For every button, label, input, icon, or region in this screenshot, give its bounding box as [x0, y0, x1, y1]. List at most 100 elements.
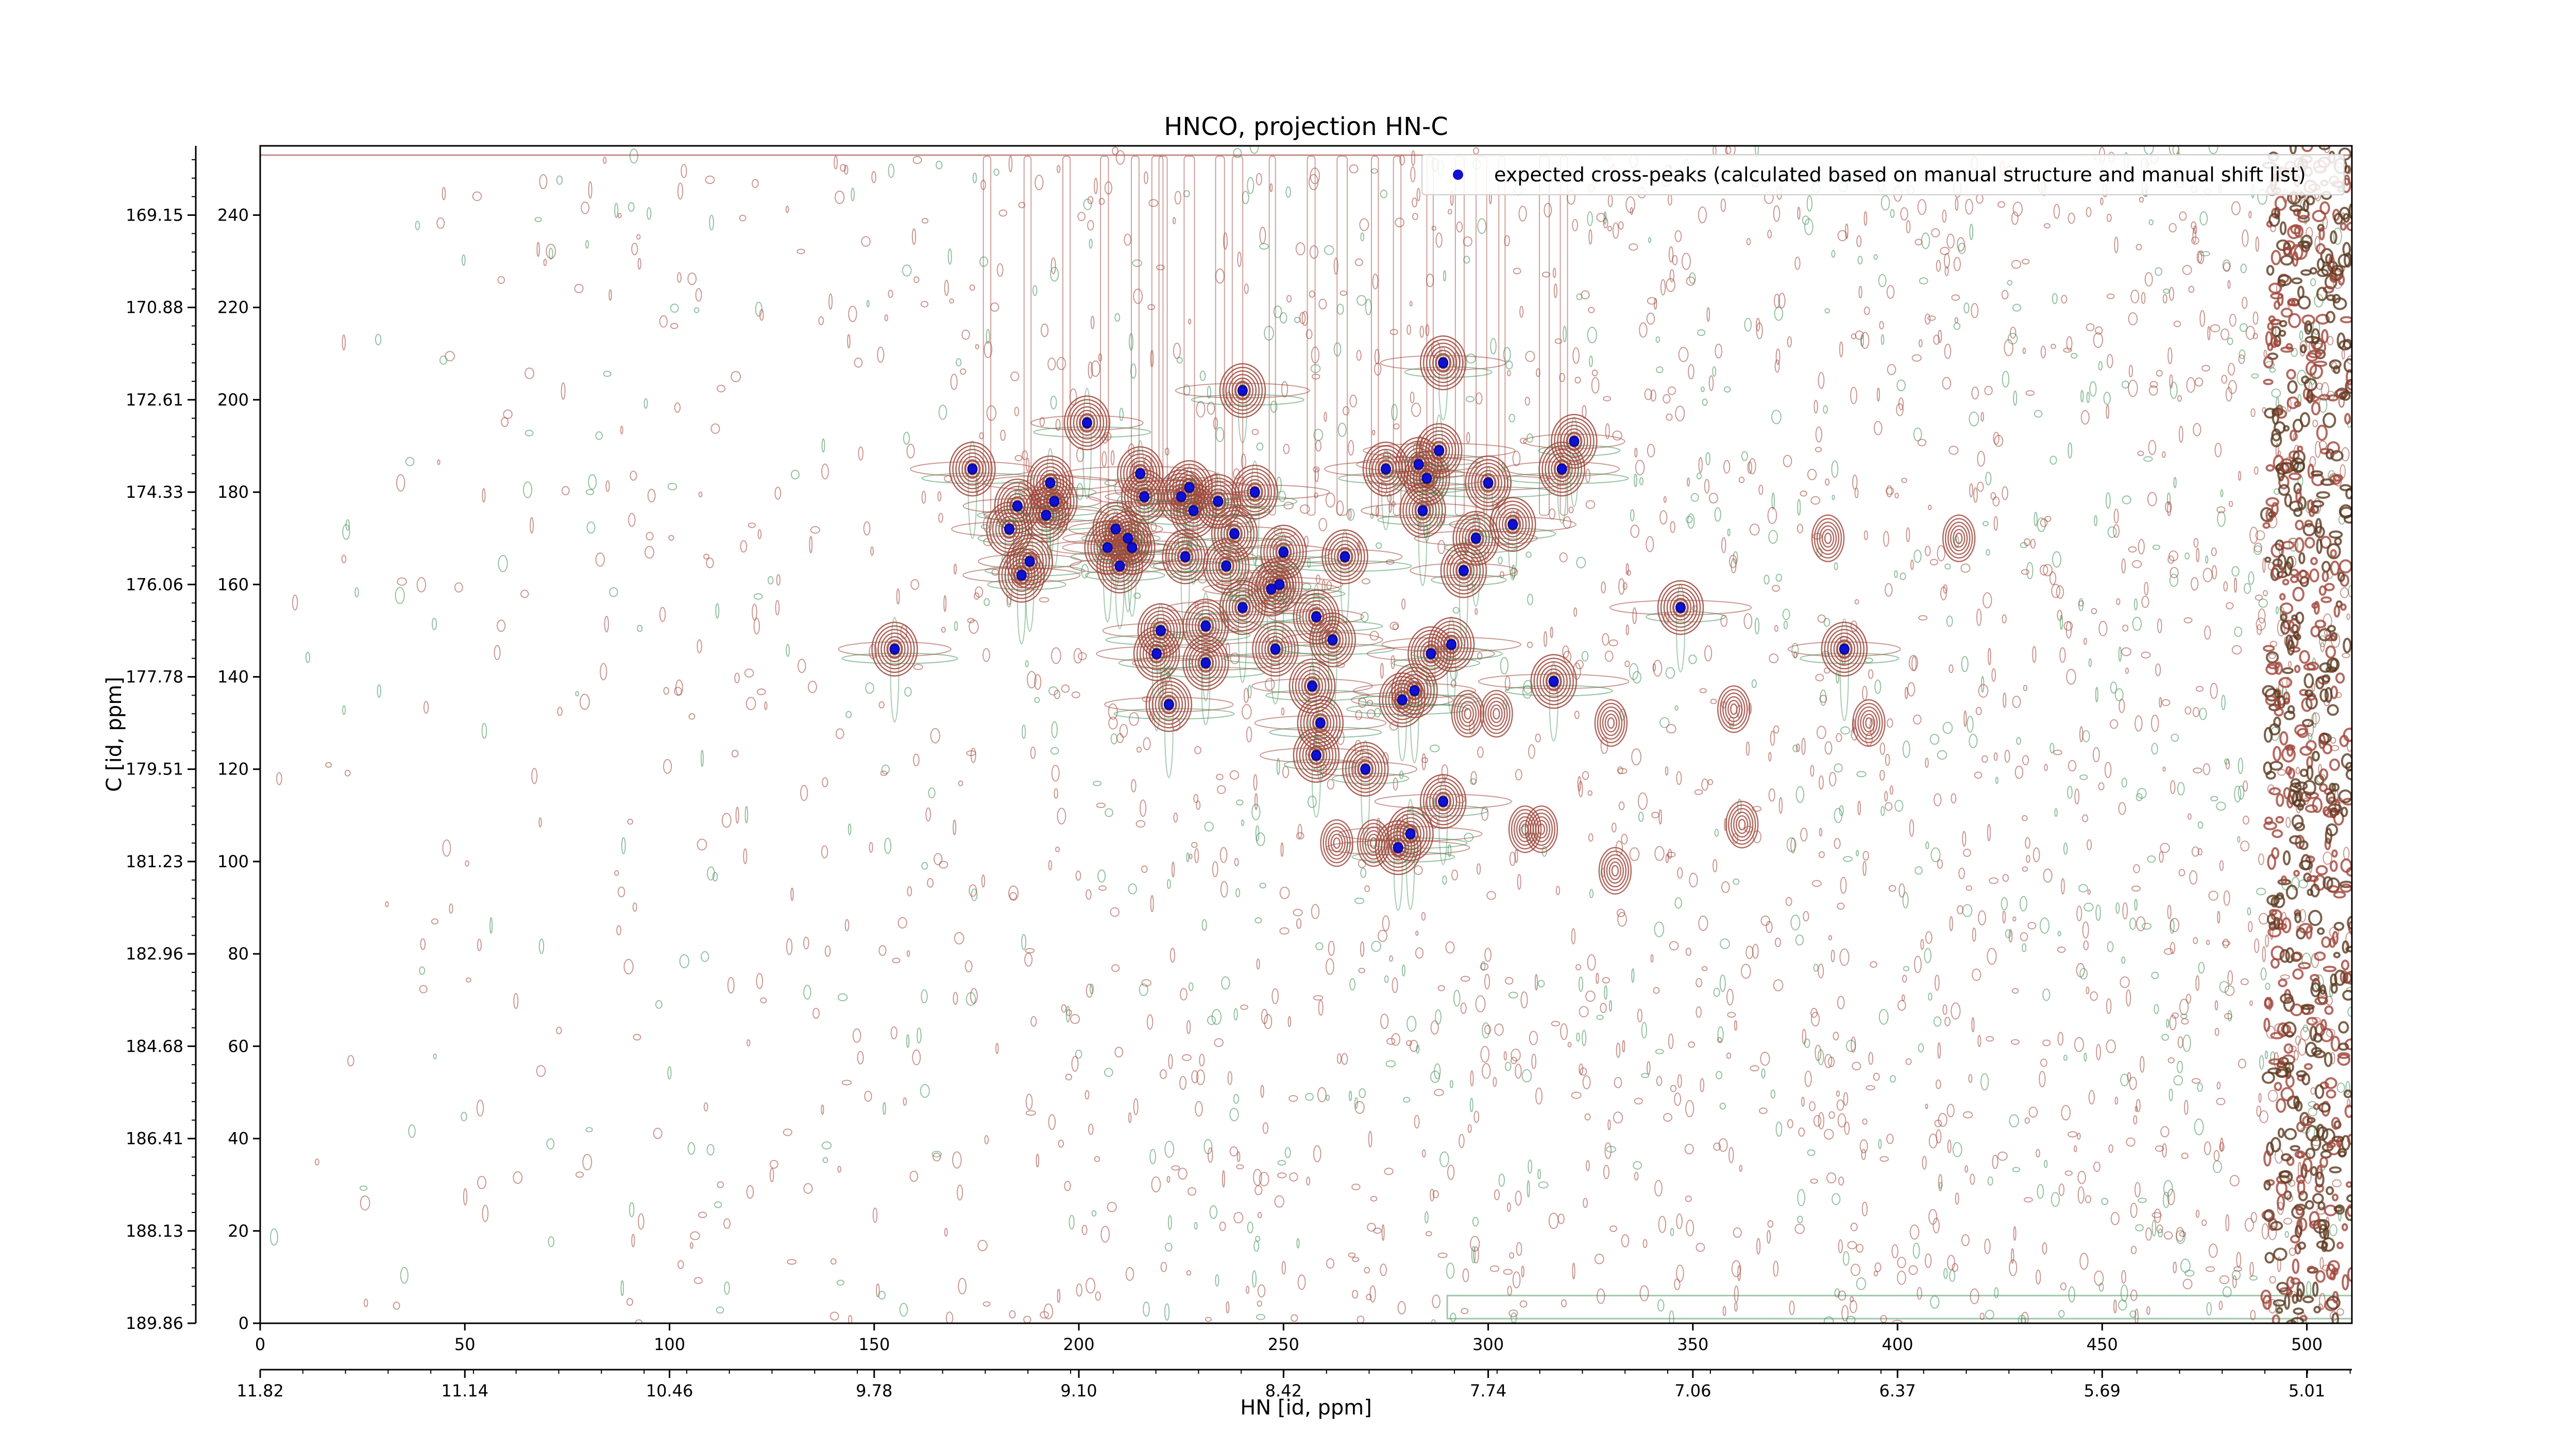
contour-noise: [1666, 724, 1676, 734]
contour-noise: [2294, 1050, 2299, 1060]
contour-noise: [2179, 1231, 2187, 1237]
contour-noise: [2113, 1299, 2117, 1313]
contour-noise: [1567, 1042, 1572, 1048]
contour-noise: [1770, 730, 1775, 746]
contour-noise: [1960, 563, 1971, 573]
contour-noise: [586, 521, 596, 534]
contour-noise: [1789, 1300, 1795, 1316]
contour-noise: [1773, 205, 1781, 222]
contour-noise: [2270, 543, 2284, 558]
contour-peak-ring: [1426, 781, 1461, 822]
contour-noise: [1515, 769, 1522, 781]
contour-noise: [1315, 942, 1324, 951]
contour-noise: [1442, 875, 1447, 885]
contour-noise: [835, 728, 844, 739]
contour-noise: [2347, 1099, 2351, 1108]
contour-noise: [2173, 477, 2177, 488]
contour-noise: [1583, 1198, 1588, 1208]
contour-noise: [1851, 1036, 1856, 1053]
contour-ridge: [1449, 516, 1577, 532]
contour-noise: [821, 845, 828, 858]
contour-noise: [2309, 1025, 2317, 1041]
contour-noise: [2264, 816, 2273, 825]
contour-noise: [953, 563, 957, 575]
contour-noise: [1879, 769, 1885, 781]
contour-noise: [1894, 800, 1904, 812]
cross-peak-marker: [1049, 496, 1060, 507]
contour-noise: [2326, 1186, 2334, 1195]
contour-noise: [1070, 1014, 1080, 1024]
contour-ridge: [1251, 678, 1373, 694]
y-index-tick-label: 180: [217, 482, 249, 502]
contour-peak-ring: [1465, 525, 1487, 551]
contour-peak-ring: [1267, 639, 1284, 659]
contour-peak-ring: [1185, 602, 1226, 650]
contour-noise: [1115, 150, 1125, 165]
contour-noise: [2333, 1206, 2343, 1212]
contour-noise: [2294, 912, 2302, 923]
contour-peak-ring: [1451, 689, 1485, 738]
contour-noise: [958, 1277, 967, 1295]
contour-noise: [2267, 662, 2280, 669]
contour-noise: [1614, 1076, 1622, 1088]
contour-peak-ring: [1727, 804, 1756, 845]
contour-noise: [1602, 977, 1611, 984]
contour-noise: [2295, 611, 2304, 625]
contour-noise: [2310, 982, 2321, 998]
contour-noise: [1714, 829, 1719, 837]
contour-peak-ring: [1121, 534, 1143, 561]
contour-noise: [1836, 733, 1842, 743]
contour-noise: [1471, 1245, 1476, 1263]
contour-peak-ring: [1391, 663, 1438, 718]
contour-noise: [1349, 978, 1355, 991]
contour-noise: [2195, 1209, 2200, 1218]
contour-noise: [698, 491, 703, 498]
contour-noise: [1506, 370, 1511, 377]
cross-peak-marker: [1135, 468, 1146, 479]
contour-noise: [663, 759, 672, 774]
contour-noise: [2260, 967, 2267, 981]
contour-noise: [1578, 976, 1584, 992]
contour-peak-ring: [1325, 533, 1365, 581]
contour-noise: [1589, 889, 1594, 898]
contour-noise: [1554, 338, 1563, 344]
contour-noise: [2020, 542, 2028, 548]
x-index-tick-label: 400: [1882, 1335, 1913, 1354]
contour-peak-ring: [1303, 702, 1338, 744]
contour-noise: [1689, 272, 1696, 284]
contour-noise: [899, 1303, 908, 1317]
contour-noise: [2248, 571, 2255, 585]
contour-noise: [986, 329, 990, 344]
contour-noise: [1874, 1262, 1882, 1272]
contour-noise: [1957, 905, 1964, 915]
contour-noise: [2338, 1042, 2349, 1051]
contour-noise: [944, 1227, 948, 1237]
contour-noise: [2013, 390, 2018, 406]
contour-noise: [2206, 1302, 2212, 1316]
contour-noise: [1025, 1110, 1036, 1116]
contour-peak-ring: [1437, 628, 1466, 662]
plot-area: [260, 146, 2352, 1323]
y-ppm-tick-label: 184.68: [126, 1036, 183, 1056]
contour-noise: [342, 705, 346, 715]
contour-noise: [1503, 347, 1511, 362]
contour-noise: [1953, 257, 1961, 272]
contour-ridge: [1180, 521, 1190, 634]
contour-peak-ring: [1273, 539, 1295, 565]
contour-noise: [877, 346, 885, 363]
contour-noise: [1311, 904, 1320, 919]
contour-noise: [1650, 954, 1654, 963]
contour-noise: [2270, 1221, 2283, 1231]
contour-noise: [629, 148, 638, 164]
contour-noise: [1136, 820, 1146, 828]
contour-noise: [803, 1183, 813, 1194]
contour-noise: [2168, 550, 2179, 562]
contour-noise: [2163, 1180, 2173, 1197]
contour-noise: [2087, 889, 2091, 895]
contour-noise: [1650, 389, 1656, 402]
contour-noise: [2227, 337, 2233, 345]
contour-noise: [2197, 1083, 2203, 1092]
contour-noise: [1669, 1310, 1674, 1323]
contour-noise: [2234, 627, 2243, 637]
contour-noise: [2263, 645, 2275, 652]
